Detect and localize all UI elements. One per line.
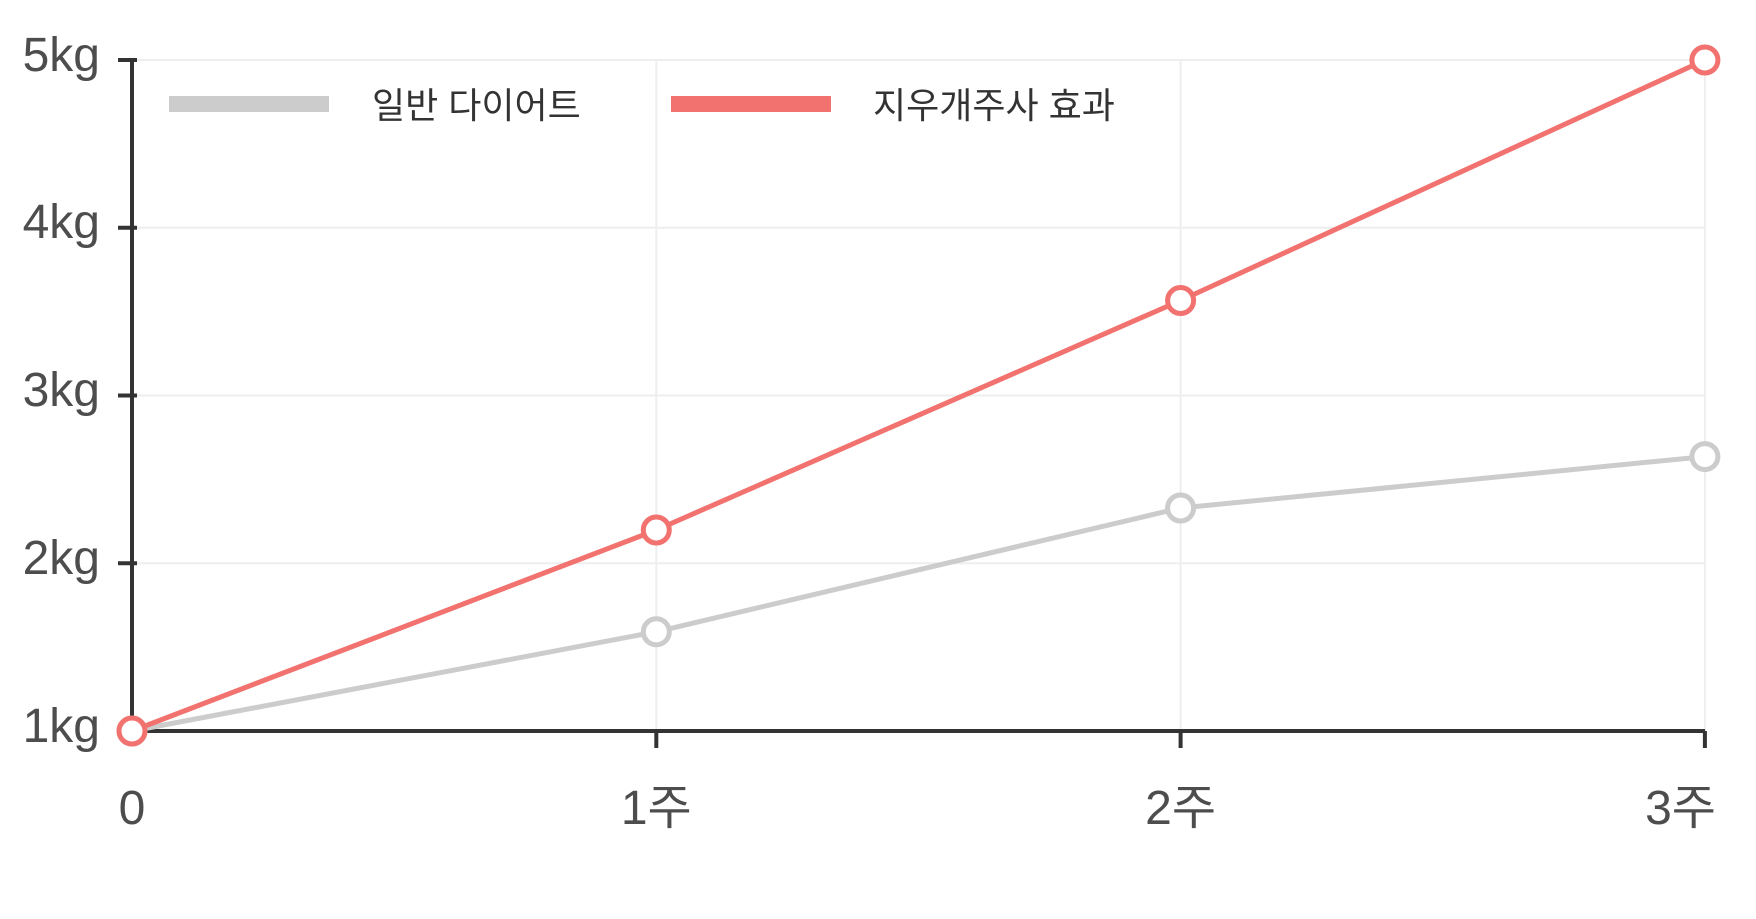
svg-text:5kg: 5kg — [23, 29, 100, 82]
svg-text:지우개주사 효과: 지우개주사 효과 — [873, 85, 1115, 126]
svg-text:2주: 2주 — [1145, 782, 1216, 835]
svg-text:1주: 1주 — [621, 782, 692, 835]
svg-text:3kg: 3kg — [23, 364, 100, 417]
svg-text:일반 다이어트: 일반 다이어트 — [372, 85, 581, 126]
svg-text:1kg: 1kg — [23, 700, 100, 753]
svg-text:0: 0 — [119, 782, 146, 835]
svg-text:2kg: 2kg — [23, 532, 100, 585]
svg-text:4kg: 4kg — [23, 196, 100, 249]
svg-text:3주: 3주 — [1645, 782, 1716, 835]
